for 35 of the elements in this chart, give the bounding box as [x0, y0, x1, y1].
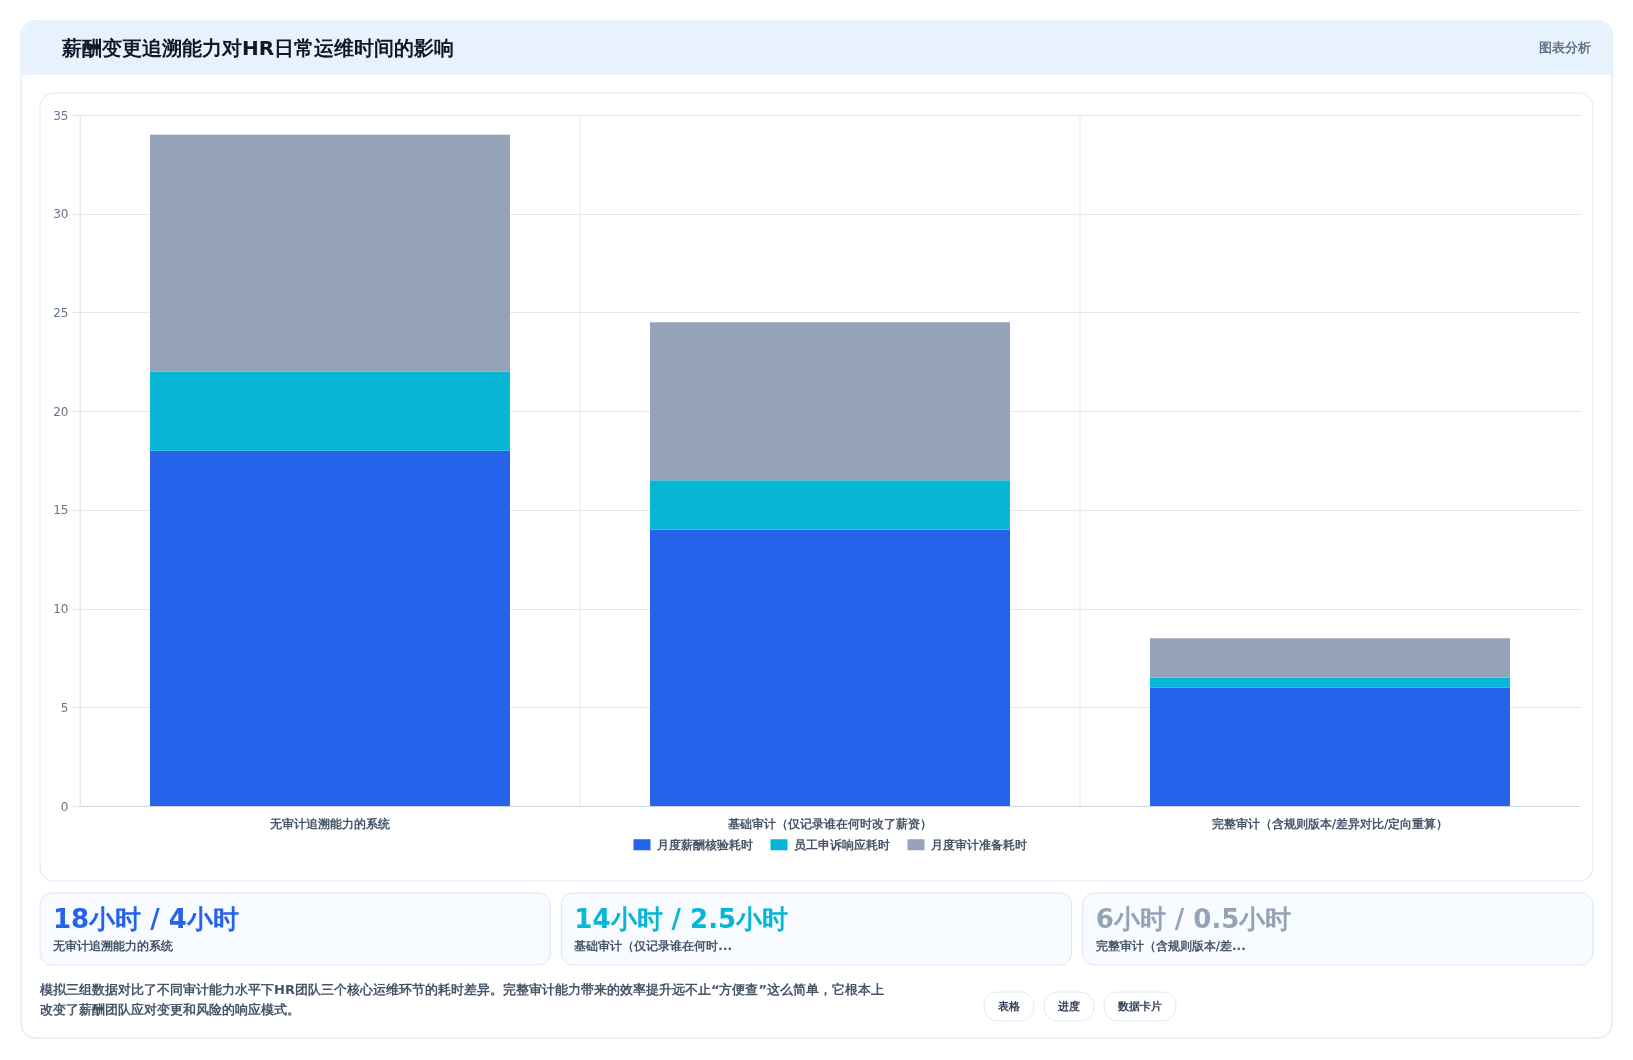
text: 18小时 / 4小时: [53, 904, 239, 934]
x-tick-label: 无审计追溯能力的系统: [269, 816, 391, 831]
chart-title: 薪酬变更追溯能力对HR日常运维时间的影响: [61, 36, 455, 60]
y-tick-label: 20: [53, 404, 69, 419]
text: 模拟三组数据对比了不同审计能力水平下HR团队三个核心运维环节的耗时差异。完整审计能力带来的效率提升远不止“方便查”这么简单，它根本上改变了薪酬团队应对变更和风险的响应模式。: [39, 982, 884, 1017]
text: 基础审计（仅记录谁在何时...: [573, 939, 733, 953]
bar: [1150, 638, 1510, 678]
x-tick-label: 基础审计（仅记录谁在何时改了薪资）: [727, 816, 932, 831]
legend-label: 员工申诉响应耗时: [793, 837, 890, 852]
bar: [150, 450, 510, 806]
y-tick-label: 5: [60, 700, 69, 715]
text: 数据卡片: [1117, 999, 1162, 1013]
text: 完整审计（含规则版本/差...: [1095, 939, 1246, 953]
y-tick-label: 10: [53, 602, 69, 617]
y-tick-label: 15: [53, 503, 69, 518]
bar: [650, 480, 1010, 530]
bar: [650, 529, 1010, 806]
y-tick-label: 0: [60, 799, 69, 814]
bar: [150, 371, 510, 451]
text: 6小时 / 0.5小时: [1095, 904, 1292, 934]
bar: [650, 322, 1010, 481]
x-tick-label: 完整审计（含规则版本/差异对比/定向重算）: [1211, 816, 1449, 831]
bar: [1150, 677, 1510, 688]
text: 表格: [997, 999, 1021, 1013]
y-tick-label: 30: [53, 207, 69, 222]
text: 无审计追溯能力的系统: [52, 939, 174, 953]
y-tick-label: 25: [53, 305, 69, 320]
y-tick-label: 35: [53, 108, 69, 123]
text: 14小时 / 2.5小时: [574, 904, 789, 934]
text: 图表分析: [1539, 40, 1591, 55]
bar: [1150, 687, 1510, 806]
legend-label: 月度审计准备耗时: [929, 837, 1027, 852]
legend-label: 月度薪酬核验耗时: [655, 837, 753, 852]
text: 进度: [1057, 999, 1080, 1013]
bar: [150, 134, 510, 372]
